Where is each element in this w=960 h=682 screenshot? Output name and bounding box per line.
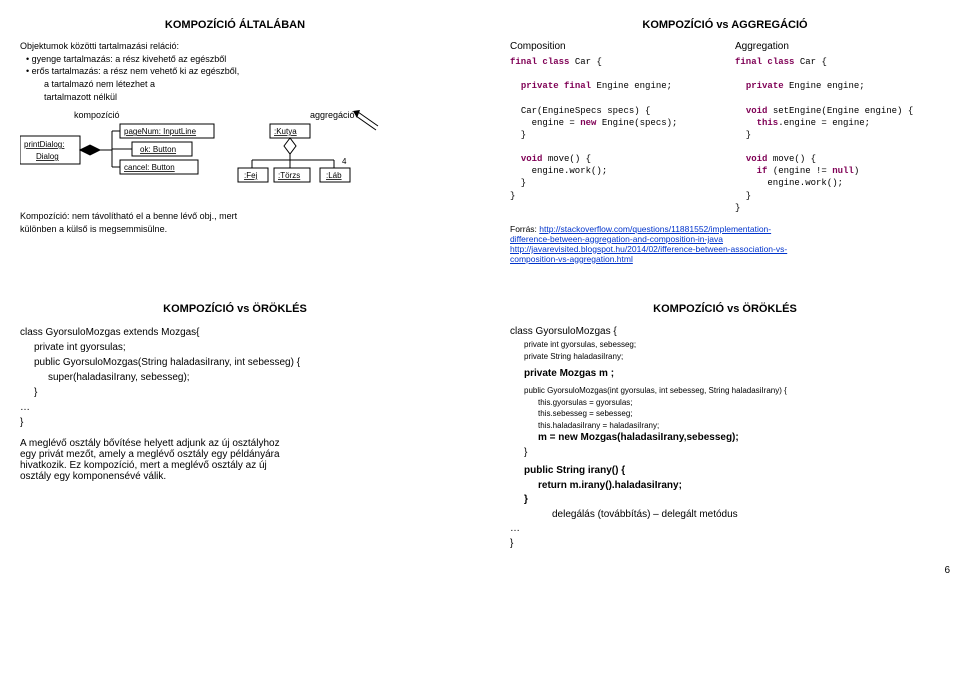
d-cancel: cancel: Button: [124, 163, 175, 172]
br-l7: this.sebesseg = sebesseg;: [538, 408, 940, 420]
tr-h2: Aggregation: [735, 41, 940, 52]
page-number: 6: [10, 565, 950, 576]
code-composition: final class Car { private final Engine e…: [510, 56, 715, 202]
bl-l4: super(haladasiIrany, sebesseg);: [48, 370, 450, 385]
d-torzs: :Törzs: [278, 171, 300, 180]
bl-l7: }: [20, 415, 450, 430]
title-bl: KOMPOZÍCIÓ vs ÖRÖKLÉS: [20, 303, 450, 315]
title-tr: KOMPOZÍCIÓ vs AGGREGÁCIÓ: [510, 19, 940, 31]
panel-top-right: KOMPOZÍCIÓ vs AGGREGÁCIÓ Composition fin…: [500, 10, 950, 274]
tl-foot2: különben a külső is megsemmisülne.: [20, 224, 450, 234]
bl-l5: }: [34, 385, 450, 400]
src1[interactable]: http://stackoverflow.com/questions/11881…: [539, 224, 771, 234]
d-ok: ok: Button: [140, 145, 176, 154]
bl-l3: public GyorsuloMozgas(String haladasiIra…: [34, 355, 450, 370]
title-br: KOMPOZÍCIÓ vs ÖRÖKLÉS: [510, 303, 940, 315]
tl-b1: • gyenge tartalmazás: a rész kivehető az…: [26, 54, 450, 64]
d-fej: :Fej: [244, 171, 258, 180]
br-l11: public String irany() {: [524, 464, 940, 479]
d-kutya: :Kutya: [274, 127, 297, 136]
d-printDialog: printDialog:: [24, 140, 64, 149]
bl-l2: private int gyorsulas;: [34, 340, 450, 355]
d-lab: :Láb: [326, 171, 342, 180]
code-aggregation: final class Car { private Engine engine;…: [735, 56, 940, 214]
d-dialog: Dialog: [36, 152, 59, 161]
br-l5: public GyorsuloMozgas(int gyorsulas, int…: [524, 385, 940, 397]
br-deleg: delegálás (továbbítás) – delegált metódu…: [552, 508, 940, 523]
br-l9: m = new Mozgas(haladasiIrany,sebesseg);: [538, 431, 940, 446]
tl-b2b: tartalmazott nélkül: [44, 92, 450, 102]
pencil-icon: [353, 110, 378, 130]
br-l4: private Mozgas m ;: [524, 367, 940, 382]
bl-l6: …: [20, 400, 450, 415]
source-block: Forrás: http://stackoverflow.com/questio…: [510, 224, 940, 264]
br-l12: return m.irany().haladasiIrany;: [538, 479, 940, 494]
bl-p3: hivatkozik. Ez kompozíció, mert a meglév…: [20, 460, 450, 471]
br-l8: this.haladasiIrany = haladasiIrany;: [538, 420, 940, 432]
lbl-aggr: aggregáció: [310, 110, 355, 120]
title-tl: KOMPOZÍCIÓ ÁLTALÁBAN: [20, 19, 450, 31]
br-l13: }: [524, 493, 940, 508]
tl-foot1: Kompozíció: nem távolítható el a benne l…: [20, 211, 450, 221]
src3[interactable]: http://javarevisited.blogspot.hu/2014/02…: [510, 244, 787, 254]
src2[interactable]: difference-between-aggregation-and-compo…: [510, 234, 723, 244]
bl-p1: A meglévő osztály bővítése helyett adjun…: [20, 438, 450, 449]
d-mult4: 4: [342, 157, 347, 166]
panel-bottom-right: KOMPOZÍCIÓ vs ÖRÖKLÉS class GyorsuloMozg…: [500, 294, 950, 562]
src-label: Forrás:: [510, 224, 539, 234]
lbl-komp: kompozíció: [74, 110, 120, 120]
tl-b2a: a tartalmazó nem létezhet a: [44, 79, 450, 89]
br-l2: private int gyorsulas, sebesseg;: [524, 339, 940, 351]
tl-intro: Objektumok közötti tartalmazási reláció:: [20, 41, 450, 51]
br-l1: class GyorsuloMozgas {: [510, 325, 940, 340]
bl-p2: egy privát mezőt, amely a meglévő osztál…: [20, 449, 450, 460]
src4[interactable]: composition-vs-aggregation.html: [510, 254, 633, 264]
panel-bottom-left: KOMPOZÍCIÓ vs ÖRÖKLÉS class GyorsuloMozg…: [10, 294, 460, 562]
br-l6: this.gyorsulas = gyorsulas;: [538, 397, 940, 409]
br-l15: }: [510, 537, 940, 552]
d-pageNum: pageNum: InputLine: [124, 127, 197, 136]
br-l3: private String haladasiIrany;: [524, 351, 940, 363]
tr-h1: Composition: [510, 41, 715, 52]
bl-p4: osztály egy komponensévé válik.: [20, 471, 450, 482]
tl-b2: • erős tartalmazás: a rész nem vehető ki…: [26, 66, 450, 76]
uml-diagram: kompozíció aggregáció printDialog: Dialo…: [20, 108, 450, 205]
br-l14: …: [510, 522, 940, 537]
bl-l1: class GyorsuloMozgas extends Mozgas{: [20, 325, 450, 340]
br-l10: }: [524, 446, 940, 461]
panel-top-left: KOMPOZÍCIÓ ÁLTALÁBAN Objektumok közötti …: [10, 10, 460, 274]
